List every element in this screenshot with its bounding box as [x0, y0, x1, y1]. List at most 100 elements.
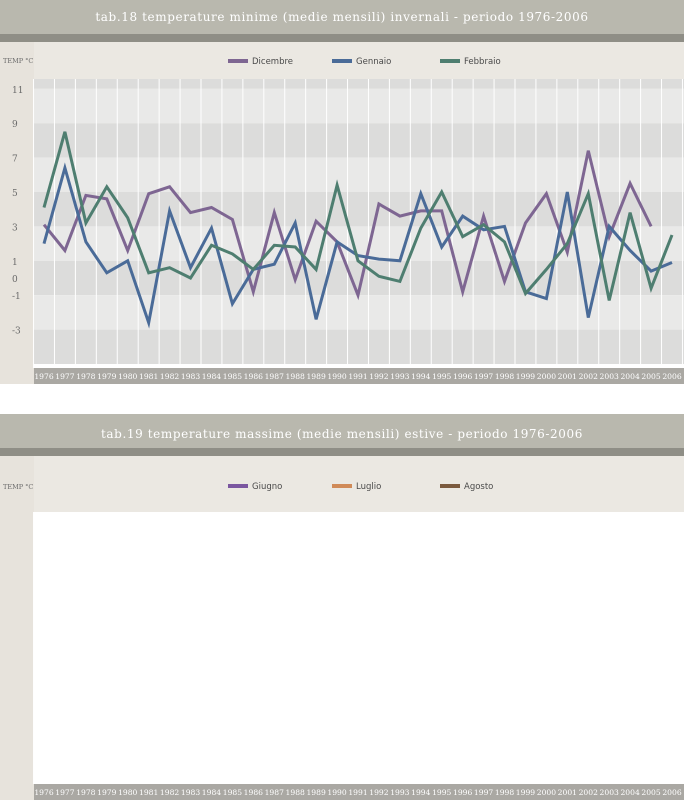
- x-tick-label: 1997: [474, 372, 493, 381]
- y-tick-label: 0: [12, 275, 18, 285]
- title-strip: [0, 34, 684, 42]
- chart-title: tab.18 temperature minime (medie mensili…: [95, 10, 588, 24]
- line-chart-summer-maxima: tab.19 temperature massime (medie mensil…: [0, 414, 684, 800]
- x-tick-label: 1989: [306, 788, 325, 797]
- x-tick-label: 2005: [641, 788, 660, 797]
- y-tick-label: 9: [12, 120, 18, 130]
- x-tick-label: 2000: [537, 788, 556, 797]
- series-line-febbraio: [42, 131, 674, 301]
- y-tick-label: 11: [12, 86, 23, 96]
- x-tick-label: 1998: [495, 788, 514, 797]
- x-tick-label: 2005: [641, 372, 660, 381]
- x-tick-label: 1981: [139, 372, 158, 381]
- x-tick-label: 2002: [579, 372, 598, 381]
- legend-bar: [34, 42, 684, 79]
- grid-band: [34, 157, 684, 192]
- x-tick-label: 1999: [516, 788, 535, 797]
- x-tick-label: 1985: [223, 788, 242, 797]
- x-tick-label: 1981: [139, 788, 158, 797]
- x-tick-label: 1982: [160, 788, 179, 797]
- x-tick-label: 2003: [600, 372, 619, 381]
- x-tick-label: 2002: [579, 788, 598, 797]
- x-tick-label: 1990: [327, 788, 346, 797]
- vertical-gridlines: [33, 512, 683, 784]
- x-tick-label: 1976: [34, 788, 53, 797]
- grid-band: [34, 88, 684, 124]
- legend-label: Dicembre: [252, 57, 293, 67]
- legend-label: Luglio: [356, 482, 381, 492]
- legend-label: Agosto: [464, 482, 493, 492]
- x-tick-label: 1980: [118, 372, 137, 381]
- x-tick-label: 2001: [558, 788, 577, 797]
- x-tick-label: 1992: [369, 372, 388, 381]
- y-axis-label: TEMP °C: [3, 483, 33, 491]
- x-tick-label: 1998: [495, 372, 514, 381]
- x-tick-label: 1979: [97, 372, 116, 381]
- x-tick-label: 2003: [600, 788, 619, 797]
- x-tick-label: 1999: [516, 372, 535, 381]
- x-tick-label: 1990: [327, 372, 346, 381]
- x-tick-label: 1994: [411, 372, 430, 381]
- chart-panel-winter-minima: tab.18 temperature minime (medie mensili…: [0, 0, 684, 386]
- grid-band: [34, 123, 684, 158]
- vertical-gridlines: [33, 79, 683, 368]
- x-tick-label: 1991: [348, 788, 367, 797]
- chart-panel-summer-maxima: tab.19 temperature massime (medie mensil…: [0, 414, 684, 800]
- y-tick-label: 1: [12, 258, 18, 268]
- y-tick-labels: 11 9 7 5 3 1 0 -1 -3: [12, 86, 23, 337]
- y-axis-label: TEMP °C: [3, 57, 33, 65]
- y-axis-panel: [0, 456, 34, 800]
- legend-bar: [34, 456, 684, 512]
- x-tick-label: 1994: [411, 788, 430, 797]
- x-tick-label: 1995: [432, 788, 451, 797]
- y-tick-label: -1: [12, 292, 21, 302]
- legend-label: Gennaio: [356, 57, 391, 67]
- x-tick-label: 1982: [160, 372, 179, 381]
- x-tick-labels: 1976 1977 1978 1979 1980 1981 1982 1983 1984 1985…: [34, 372, 681, 381]
- x-tick-label: 1992: [369, 788, 388, 797]
- line-chart-winter-minima: tab.18 temperature minime (medie mensili…: [0, 0, 684, 384]
- series-line-dicembre: [42, 150, 653, 301]
- x-tick-label: 1987: [265, 372, 284, 381]
- x-tick-label: 1977: [55, 788, 74, 797]
- legend-label: Febbraio: [464, 57, 501, 67]
- x-tick-label: 1979: [97, 788, 116, 797]
- x-tick-label: 1991: [348, 372, 367, 381]
- x-tick-label: 1996: [453, 372, 472, 381]
- x-tick-label: 1978: [76, 788, 95, 797]
- title-bar: [0, 414, 684, 448]
- x-tick-label: 1983: [181, 788, 200, 797]
- x-tick-label: 2004: [620, 372, 639, 381]
- x-tick-label: 2001: [558, 372, 577, 381]
- x-tick-label: 1996: [453, 788, 472, 797]
- x-tick-label: 1995: [432, 372, 451, 381]
- y-tick-label: 5: [12, 189, 18, 199]
- x-tick-label: 1988: [286, 372, 305, 381]
- title-strip: [0, 448, 684, 456]
- x-tick-label: 1989: [306, 372, 325, 381]
- x-tick-label: 2006: [662, 372, 681, 381]
- y-tick-label: -3: [12, 327, 21, 337]
- series-lines: [42, 131, 674, 329]
- x-tick-label: 2006: [662, 788, 681, 797]
- x-axis-strip: [34, 784, 684, 800]
- x-tick-labels: 1976 1977 1978 1979 1980 1981 1982 1983 1984 1985…: [34, 788, 681, 797]
- legend-label: Giugno: [252, 482, 282, 492]
- y-tick-label: 7: [12, 155, 18, 165]
- x-tick-label: 1986: [244, 788, 263, 797]
- legend: Dicembre Gennaio Febbraio: [228, 57, 501, 67]
- x-tick-label: 1985: [223, 372, 242, 381]
- y-axis-panel: [0, 42, 34, 384]
- x-tick-label: 1997: [474, 788, 493, 797]
- x-tick-label: 2004: [620, 788, 639, 797]
- chart-title: tab.19 temperature massime (medie mensil…: [101, 427, 583, 441]
- x-tick-label: 1980: [118, 788, 137, 797]
- x-tick-label: 1993: [390, 788, 409, 797]
- x-tick-label: 1978: [76, 372, 95, 381]
- x-tick-label: 2000: [537, 372, 556, 381]
- x-tick-label: 1987: [265, 788, 284, 797]
- y-tick-label: 3: [12, 223, 18, 233]
- x-tick-label: 1986: [244, 372, 263, 381]
- x-tick-label: 1984: [202, 372, 221, 381]
- x-tick-label: 1984: [202, 788, 221, 797]
